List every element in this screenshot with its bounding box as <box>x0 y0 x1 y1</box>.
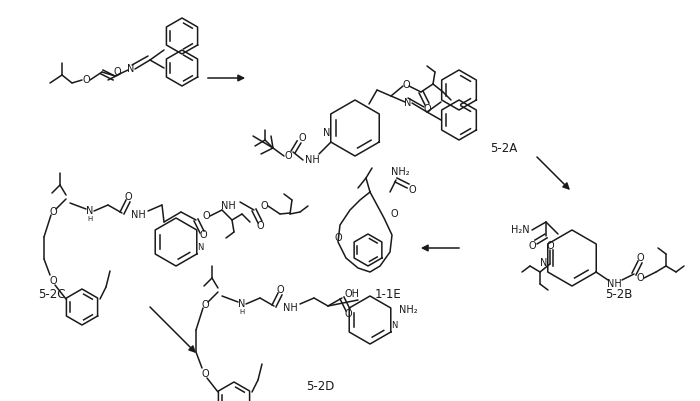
Text: 5-2B: 5-2B <box>606 288 633 302</box>
Text: O: O <box>334 233 342 243</box>
Text: NH: NH <box>131 210 146 220</box>
Text: O: O <box>636 253 644 263</box>
Text: O: O <box>113 67 121 77</box>
Text: 5-2D: 5-2D <box>306 381 334 393</box>
Text: N: N <box>323 128 330 138</box>
Text: O: O <box>408 185 416 195</box>
Text: O: O <box>344 309 352 319</box>
Text: NH: NH <box>283 303 298 313</box>
Text: O: O <box>636 273 644 283</box>
Text: NH: NH <box>607 279 622 289</box>
Text: O: O <box>201 369 209 379</box>
Text: O: O <box>260 201 268 211</box>
Text: N: N <box>86 206 94 216</box>
Text: O: O <box>202 211 210 221</box>
Text: O: O <box>528 241 536 251</box>
Text: N: N <box>238 299 246 309</box>
Text: 1-1E: 1-1E <box>374 288 401 302</box>
Text: H: H <box>88 216 92 222</box>
Text: NH: NH <box>220 201 235 211</box>
Text: NH₂: NH₂ <box>391 167 409 177</box>
Text: O: O <box>390 209 398 219</box>
Text: N: N <box>197 243 203 251</box>
Text: H₂N: H₂N <box>511 225 529 235</box>
Text: O: O <box>546 241 554 251</box>
Text: OH: OH <box>344 289 360 299</box>
Text: 5-2C: 5-2C <box>38 288 66 302</box>
Text: O: O <box>424 104 430 114</box>
Text: 5-2A: 5-2A <box>491 142 517 154</box>
Text: O: O <box>82 75 90 85</box>
Text: N: N <box>405 98 412 108</box>
Text: O: O <box>199 230 206 240</box>
Text: O: O <box>49 276 57 286</box>
Text: O: O <box>298 133 306 143</box>
Text: N: N <box>540 258 547 268</box>
Text: O: O <box>256 221 264 231</box>
Text: O: O <box>402 80 409 90</box>
Text: N: N <box>391 320 397 330</box>
Text: H: H <box>239 309 244 315</box>
Text: O: O <box>49 207 57 217</box>
Text: O: O <box>284 151 292 161</box>
Text: O: O <box>124 192 132 202</box>
Text: NH: NH <box>304 155 319 165</box>
Text: N: N <box>127 64 134 74</box>
Text: NH₂: NH₂ <box>399 305 417 315</box>
Text: O: O <box>276 285 284 295</box>
Text: O: O <box>201 300 209 310</box>
